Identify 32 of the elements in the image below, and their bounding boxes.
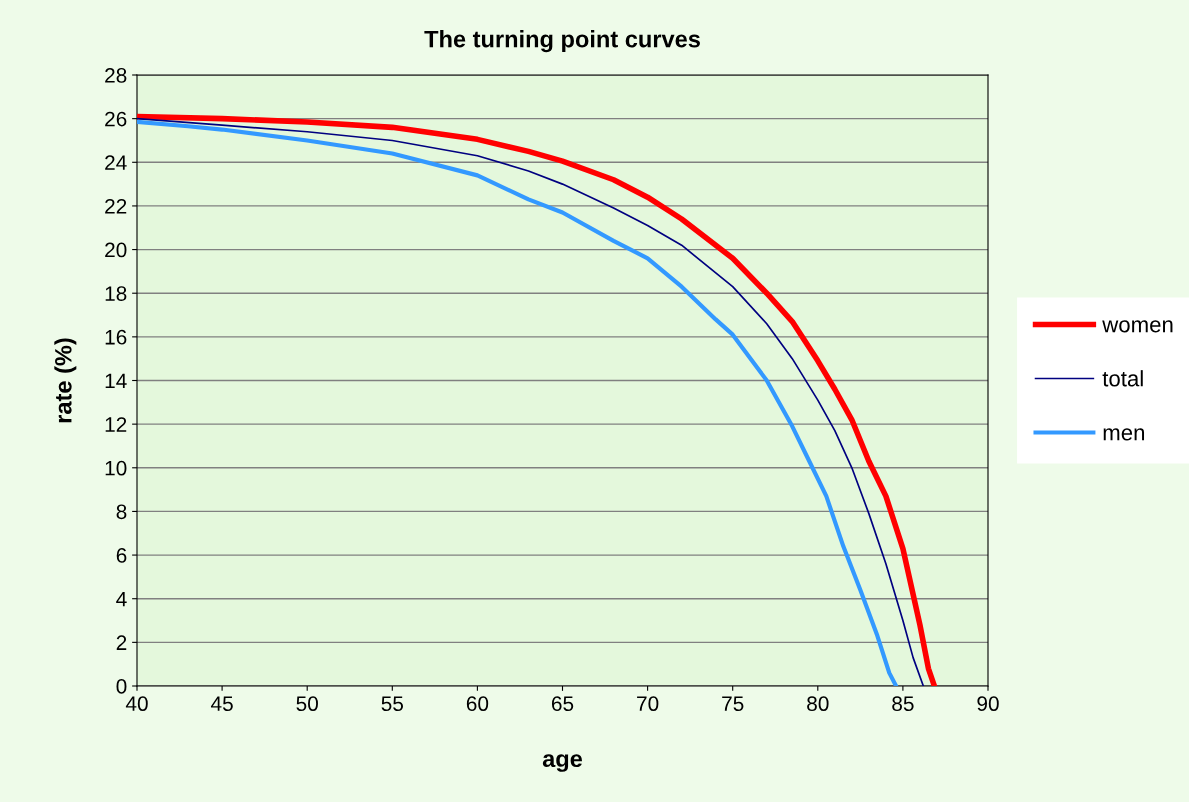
y-tick-label: 12 — [105, 417, 127, 432]
y-tick-label: 2 — [116, 635, 127, 650]
y-tick-label: 22 — [105, 198, 127, 214]
x-tick-label: 70 — [637, 696, 659, 712]
y-tick-label: 26 — [105, 111, 127, 127]
x-tick-label: 45 — [210, 696, 233, 712]
x-tick-label: 60 — [466, 696, 489, 712]
y-tick-label: 24 — [105, 155, 127, 170]
x-tick-label: 75 — [722, 696, 744, 712]
y-tick-label: 18 — [105, 286, 127, 301]
x-tick-label: 80 — [807, 696, 829, 712]
legend-label: total — [1102, 370, 1143, 387]
y-axis-title: rate (%) — [54, 338, 77, 423]
x-tick-label: 85 — [892, 696, 914, 712]
x-tick-label: 50 — [296, 696, 318, 712]
y-tick-label: 6 — [116, 548, 127, 563]
y-tick-label: 10 — [105, 460, 127, 476]
x-tick-label: 55 — [381, 696, 404, 712]
y-tick-label: 4 — [116, 591, 127, 607]
chart-title: The turning point curves — [424, 30, 700, 53]
y-tick-label: 16 — [105, 329, 127, 345]
y-tick-label: 20 — [105, 242, 127, 258]
x-tick-label: 40 — [125, 696, 148, 712]
x-tick-label: 65 — [551, 696, 574, 712]
y-tick-label: 28 — [105, 68, 127, 83]
legend-label: men — [1103, 428, 1145, 441]
legend-label: women — [1102, 320, 1173, 333]
x-axis-title: age — [542, 754, 583, 772]
y-tick-label: 0 — [116, 679, 127, 694]
y-tick-label: 8 — [116, 504, 127, 520]
x-tick-label: 90 — [977, 696, 999, 712]
y-tick-label: 14 — [105, 373, 127, 389]
